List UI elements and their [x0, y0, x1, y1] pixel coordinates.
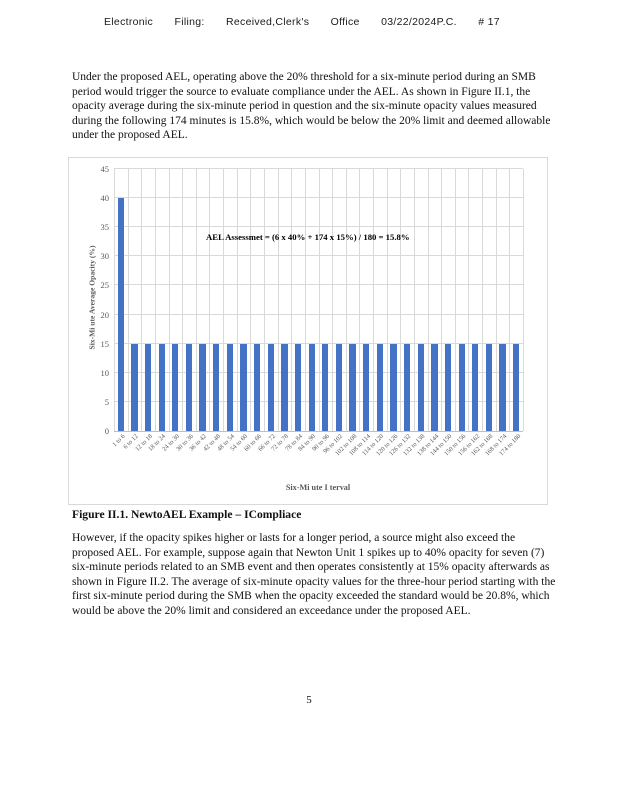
vertical-gridline: [373, 169, 375, 431]
bar: [335, 343, 343, 431]
horizontal-gridline: [114, 226, 523, 228]
body-paragraph-1: Under the proposed AEL, operating above …: [72, 71, 551, 142]
bar: [499, 343, 506, 431]
vertical-gridline: [482, 169, 484, 431]
vertical-gridline: [291, 169, 293, 431]
bar: [431, 343, 438, 431]
vertical-gridline: [386, 169, 388, 431]
vertical-gridline: [454, 169, 456, 431]
y-axis-tick-label: 35: [100, 222, 110, 233]
y-axis-tick-label: 25: [100, 280, 110, 291]
bar: [363, 343, 370, 431]
bar: [240, 343, 247, 431]
bar: [117, 198, 124, 431]
vertical-gridline: [359, 169, 361, 431]
header-segment: Office: [330, 16, 360, 28]
vertical-gridline: [209, 169, 211, 431]
vertical-gridline: [195, 169, 197, 431]
page-number: 5: [306, 694, 312, 706]
horizontal-gridline: [114, 255, 523, 257]
y-axis-tick-label: 30: [100, 251, 110, 262]
bar: [417, 343, 424, 431]
vertical-gridline: [168, 169, 170, 431]
y-axis-tick-label: 0: [104, 426, 109, 436]
bar: [131, 343, 138, 431]
ael-assessment-annotation: AEL Assessmet = (6 x 40% + 174 x 15%) / …: [206, 232, 410, 242]
bar: [213, 343, 220, 431]
vertical-gridline: [523, 169, 524, 431]
y-axis-tick-label: 5: [104, 396, 109, 407]
bar: [267, 343, 274, 431]
vertical-gridline: [400, 169, 402, 431]
y-axis-tick-label: 15: [100, 338, 110, 349]
bar: [185, 343, 193, 431]
bar: [349, 343, 356, 431]
vertical-gridline: [509, 169, 511, 431]
bar: [390, 343, 397, 431]
header-segment: Received,Clerk's: [226, 16, 310, 28]
header-segment: Filing:: [174, 16, 205, 28]
body-paragraph-2: However, if the opacity spikes higher or…: [72, 532, 556, 617]
horizontal-gridline: [114, 342, 523, 344]
figure-caption: Figure II.1. NewtoAEL Example – IComplia…: [72, 508, 302, 521]
vertical-gridline: [318, 169, 320, 431]
bar: [254, 343, 261, 431]
horizontal-gridline: [114, 197, 523, 199]
vertical-gridline: [236, 169, 238, 431]
vertical-gridline: [250, 169, 252, 431]
vertical-gridline: [277, 169, 279, 431]
bar: [144, 343, 152, 431]
bar: [322, 343, 329, 431]
y-axis-tick-label: 40: [100, 193, 110, 204]
horizontal-gridline: [114, 400, 523, 402]
y-axis-tick-label: 20: [100, 309, 110, 320]
vertical-gridline: [345, 169, 347, 431]
plot-area: [114, 168, 524, 432]
bar: [444, 343, 452, 431]
y-axis-tick-label: 45: [100, 164, 110, 174]
bar: [281, 343, 288, 431]
header-segment: Electronic: [104, 16, 154, 28]
bar: [308, 343, 315, 431]
horizontal-gridline: [114, 284, 523, 286]
vertical-gridline: [413, 169, 415, 431]
vertical-gridline: [154, 169, 156, 431]
y-axis-tick-label: 10: [100, 367, 110, 378]
bar: [458, 343, 465, 431]
vertical-gridline: [332, 169, 334, 431]
vertical-gridline: [495, 169, 497, 431]
vertical-gridline: [127, 169, 129, 431]
opacity-bar-chart: Six-Mi ute Average Opacity (%) 0 5 10 15 20 2…: [68, 157, 548, 505]
vertical-gridline: [304, 169, 306, 431]
bar: [158, 343, 165, 431]
filing-header: Electronic Filing: Received,Clerk's Offi…: [104, 16, 500, 28]
bar: [485, 343, 493, 431]
bar: [472, 343, 479, 431]
x-axis-title: Six-Mi ute I terval: [285, 483, 351, 492]
vertical-gridline: [263, 169, 265, 431]
header-segment: 03/22/2024P.C.: [381, 16, 457, 28]
vertical-gridline: [441, 169, 443, 431]
vertical-gridline: [114, 169, 115, 431]
bar: [199, 343, 206, 431]
bar: [226, 343, 233, 431]
vertical-gridline: [141, 169, 143, 431]
horizontal-gridline: [114, 313, 523, 315]
bar: [376, 343, 383, 431]
vertical-gridline: [182, 169, 184, 431]
bar: [513, 343, 520, 431]
header-segment: # 17: [478, 16, 500, 28]
vertical-gridline: [223, 169, 225, 431]
bar: [403, 343, 411, 431]
horizontal-gridline: [114, 168, 523, 169]
y-axis-ticks: 0 5 10 15 20 25 30 35 40 45: [69, 164, 110, 436]
bar: [172, 343, 179, 431]
horizontal-gridline: [114, 371, 523, 373]
bar: [294, 343, 302, 431]
vertical-gridline: [427, 169, 429, 431]
vertical-gridline: [468, 169, 470, 431]
